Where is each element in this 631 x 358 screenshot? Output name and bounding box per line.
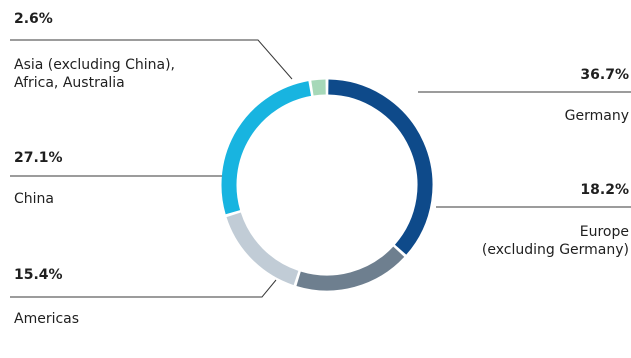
leader-line-americas bbox=[10, 279, 277, 298]
europe-name-line2: (excluding Germany) bbox=[481, 242, 629, 258]
leader-line-asia bbox=[10, 39, 293, 80]
leader-lines bbox=[10, 39, 631, 298]
germany-value-label: 36.7% bbox=[580, 67, 629, 83]
germany-name-label: Germany bbox=[564, 108, 629, 124]
donut-segment-asia bbox=[311, 79, 326, 96]
china-name-label: China bbox=[14, 191, 54, 207]
europe-name-label: Europe (excluding Germany) bbox=[482, 223, 629, 259]
donut-segment-germany bbox=[328, 79, 433, 255]
china-value-label: 27.1% bbox=[14, 150, 63, 166]
asia-name-line1: Asia (excluding China), bbox=[14, 57, 176, 73]
asia-name-line2: Africa, Australia bbox=[14, 75, 125, 91]
donut-ring bbox=[221, 79, 433, 291]
europe-value-label: 18.2% bbox=[580, 182, 629, 198]
americas-name-label: Americas bbox=[14, 311, 80, 327]
europe-name-line1: Europe bbox=[579, 224, 629, 240]
asia-value-label: 2.6% bbox=[14, 11, 53, 27]
americas-value-label: 15.4% bbox=[14, 267, 63, 283]
donut-segment-china bbox=[221, 81, 312, 215]
asia-name-label: Asia (excluding China), Africa, Australi… bbox=[14, 56, 175, 92]
donut-segment-americas bbox=[226, 212, 299, 286]
donut-segment-europe bbox=[296, 246, 405, 291]
